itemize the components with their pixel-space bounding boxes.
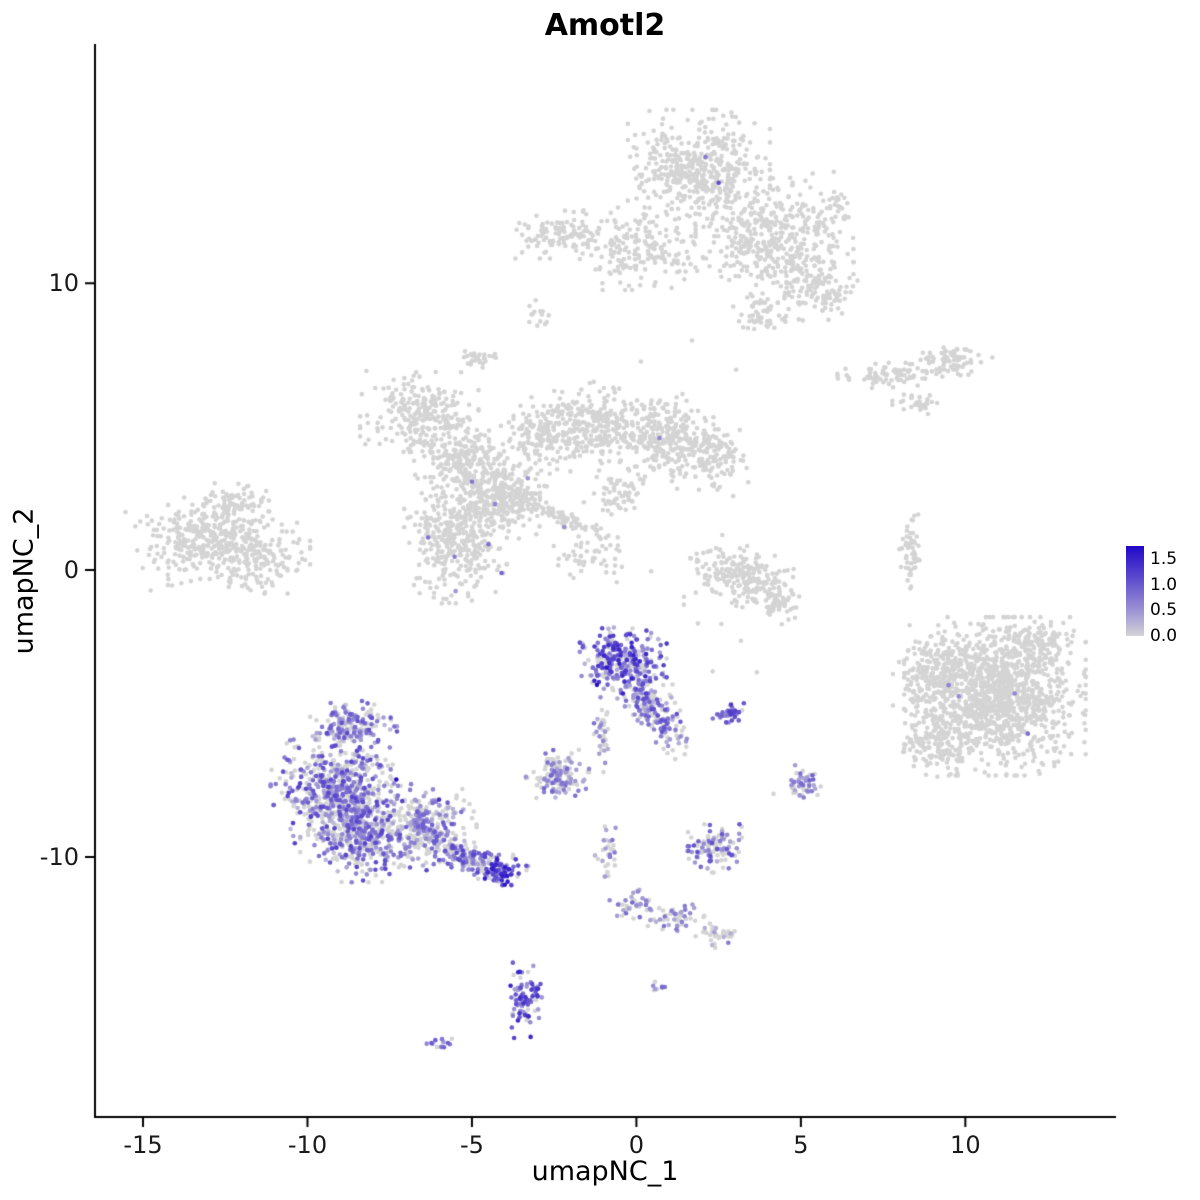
legend-tick-label: 0.5 [1150,600,1178,621]
x-tick-label: 0 [628,1131,645,1159]
y-tick-label: -10 [39,843,79,872]
expression-color-legend: 1.5 1.0 0.5 0.0 [1126,546,1198,646]
y-tick-label: 10 [48,269,79,298]
plot-title: Amotl2 [544,8,666,43]
x-tick-label: 5 [793,1131,809,1159]
y-axis-title: umapNC_2 [8,507,40,655]
legend-tick-label: 0.0 [1150,626,1178,646]
legend-gradient-bar [1126,546,1144,636]
legend-tick-label: 1.0 [1150,574,1178,595]
x-tick-label: -10 [287,1131,328,1159]
x-tick-label: -5 [459,1131,484,1159]
x-tick-label: -15 [123,1131,163,1159]
legend-tick-label: 1.5 [1150,548,1178,569]
x-tick-label: 10 [950,1131,981,1159]
y-tick-label: 0 [63,556,79,585]
x-axis-title: umapNC_1 [531,1156,679,1187]
